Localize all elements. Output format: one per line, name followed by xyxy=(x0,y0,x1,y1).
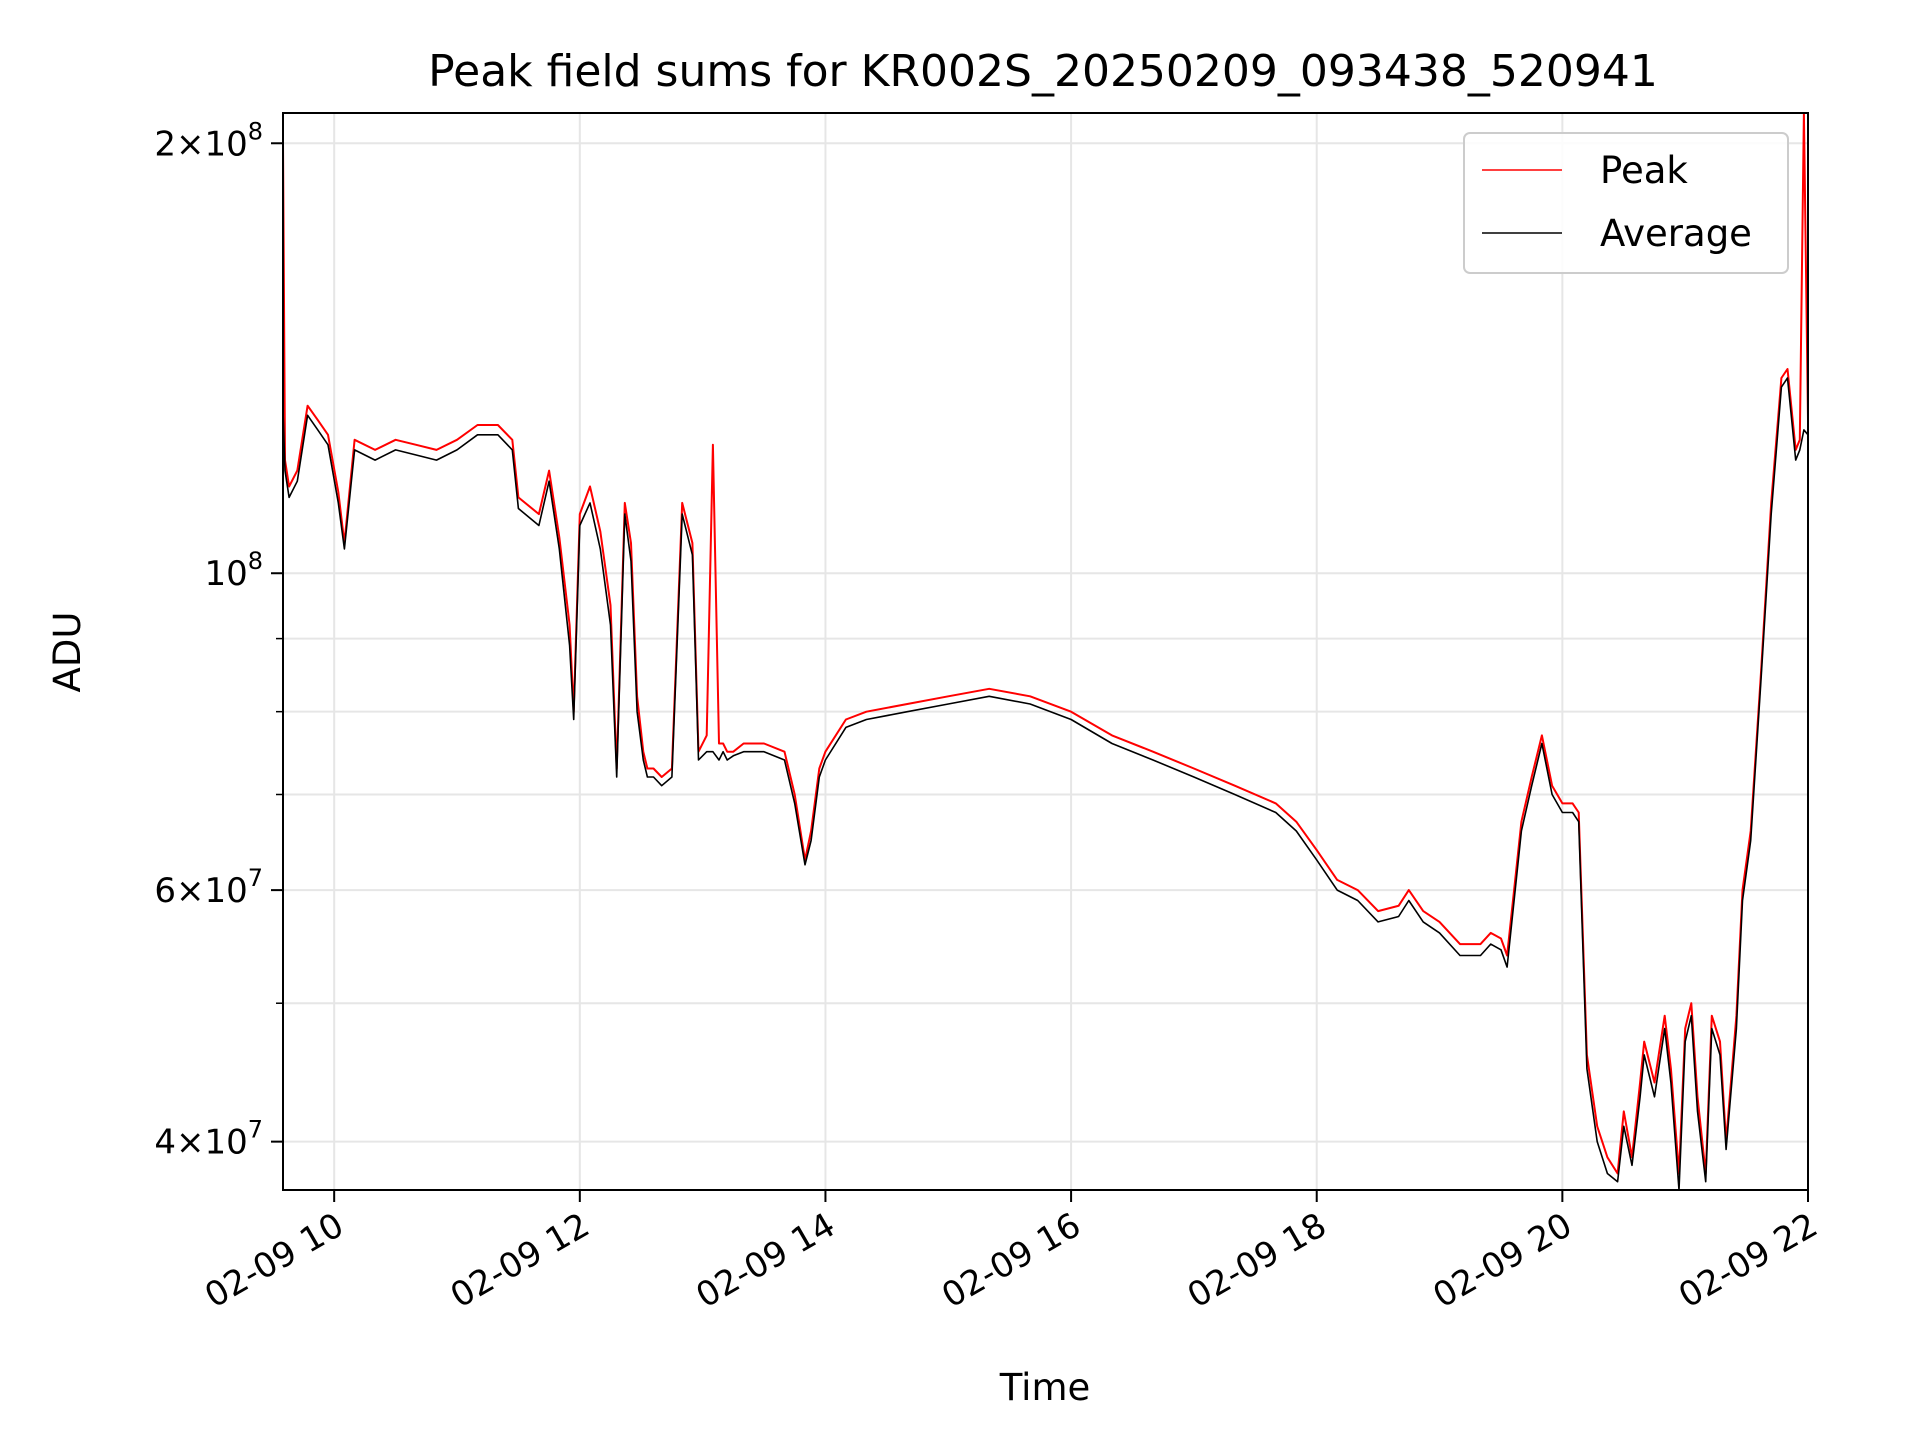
y-tick-label-exponent: 8 xyxy=(248,117,263,145)
plot-frame xyxy=(282,112,1809,1191)
y-tick-label-exponent: 7 xyxy=(248,1116,263,1144)
y-tick-label: 4×107 xyxy=(154,1116,263,1163)
y-tick-label-base: 4×10 xyxy=(154,1123,247,1163)
y-tick-label-base: 6×10 xyxy=(154,871,247,911)
legend-label-peak: Peak xyxy=(1600,149,1688,192)
y-axis-label: ADU xyxy=(46,612,89,693)
series-line-average xyxy=(283,377,1808,1190)
x-axis-label: Time xyxy=(999,1366,1091,1409)
y-tick-label-exponent: 7 xyxy=(248,864,263,892)
y-tick-label-base: 2×10 xyxy=(154,124,247,164)
y-tick-label: 6×107 xyxy=(154,864,263,911)
y-tick-label: 108 xyxy=(204,547,263,594)
legend-label-average: Average xyxy=(1600,212,1752,255)
grid-layer xyxy=(283,113,1809,1190)
legend-box xyxy=(1463,132,1789,274)
legend: Peak Average xyxy=(1463,132,1789,274)
chart-title: Peak field sums for KR002S_20250209_0934… xyxy=(428,46,1658,97)
y-tick-label-base: 10 xyxy=(204,554,247,594)
y-tick-label: 2×108 xyxy=(154,117,263,164)
series-line-peak xyxy=(283,113,1808,1175)
y-tick-label-exponent: 8 xyxy=(248,547,263,575)
series-layer xyxy=(283,113,1808,1190)
